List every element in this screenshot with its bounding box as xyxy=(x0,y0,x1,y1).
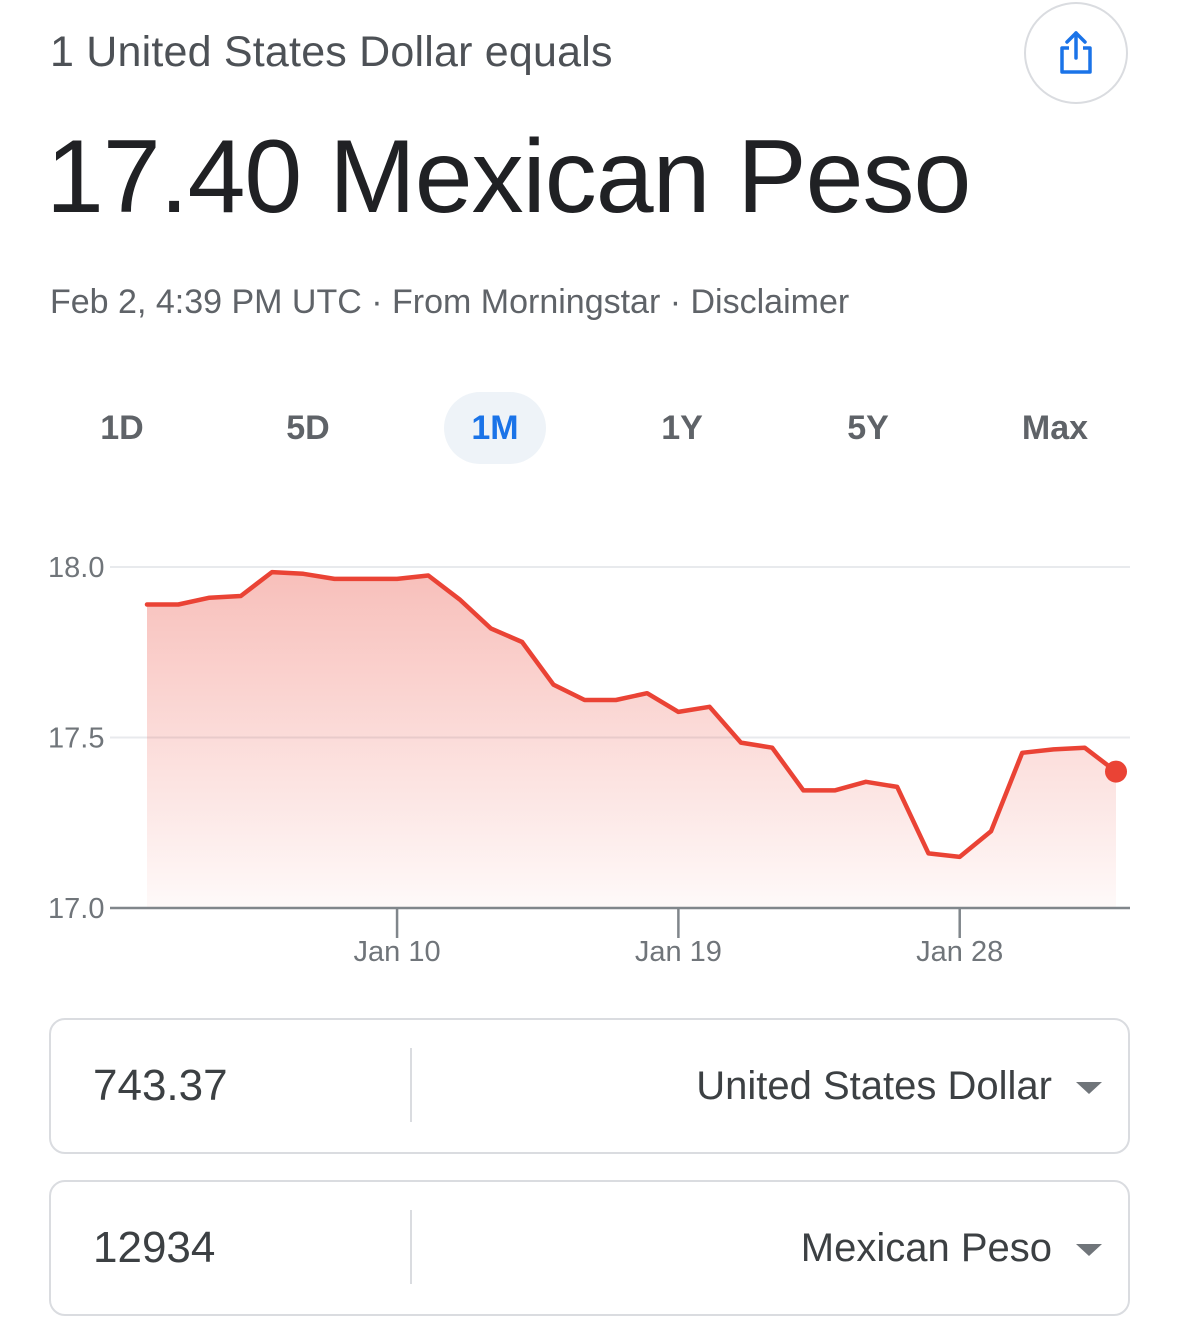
to-currency-label: Mexican Peso xyxy=(800,1225,1052,1270)
share-icon xyxy=(1060,31,1092,74)
tab-1y[interactable]: 1Y xyxy=(661,408,703,447)
disclaimer-link[interactable]: Disclaimer xyxy=(690,283,850,321)
timestamp: Feb 2, 4:39 PM UTC xyxy=(50,283,362,321)
from-currency-row: 743.37 United States Dollar xyxy=(49,1018,1130,1154)
to-amount-input[interactable]: 12934 xyxy=(93,1223,216,1272)
divider xyxy=(410,1048,412,1122)
tab-5y[interactable]: 5Y xyxy=(847,408,889,447)
to-currency-select[interactable]: Mexican Peso xyxy=(801,1182,1102,1314)
from-currency-select[interactable]: United States Dollar xyxy=(696,1020,1102,1152)
divider xyxy=(410,1210,412,1284)
chevron-down-icon xyxy=(1076,1082,1102,1094)
y-tick-label: 18.0 xyxy=(48,552,104,584)
exchange-rate-chart[interactable]: 18.0 17.5 17.0 Jan 10 Jan 19 Jan 28 xyxy=(0,540,1179,980)
from-currency-label: United States Dollar xyxy=(696,1063,1052,1108)
from-amount-input[interactable]: 743.37 xyxy=(93,1061,228,1110)
chart-area-fill xyxy=(147,572,1116,908)
x-tick-label: Jan 28 xyxy=(916,936,1003,968)
tab-1m[interactable]: 1M xyxy=(444,392,546,464)
chart-series-line xyxy=(144,569,1119,860)
conversion-subtitle: 1 United States Dollar equals xyxy=(50,28,613,76)
tab-1d[interactable]: 1D xyxy=(100,408,144,447)
x-tick-label: Jan 10 xyxy=(354,936,441,968)
to-currency-row: 12934 Mexican Peso xyxy=(49,1180,1130,1316)
tab-5d[interactable]: 5D xyxy=(286,408,330,447)
source-link[interactable]: From Morningstar xyxy=(392,283,661,321)
rate-meta: Feb 2, 4:39 PM UTC · From Morningstar · … xyxy=(50,283,849,322)
separator: · xyxy=(361,283,392,321)
chevron-down-icon xyxy=(1076,1244,1102,1256)
y-tick-label: 17.5 xyxy=(48,723,104,755)
x-tick-label: Jan 19 xyxy=(635,936,722,968)
share-button[interactable] xyxy=(1024,2,1128,104)
chart-current-point xyxy=(1105,760,1127,783)
conversion-result: 17.40 Mexican Peso xyxy=(46,119,971,235)
tab-max[interactable]: Max xyxy=(1021,408,1089,447)
y-tick-label: 17.0 xyxy=(48,893,104,925)
time-range-tabs: 1D 5D 1M 1Y 5Y Max xyxy=(30,392,1150,466)
separator: · xyxy=(660,283,691,321)
